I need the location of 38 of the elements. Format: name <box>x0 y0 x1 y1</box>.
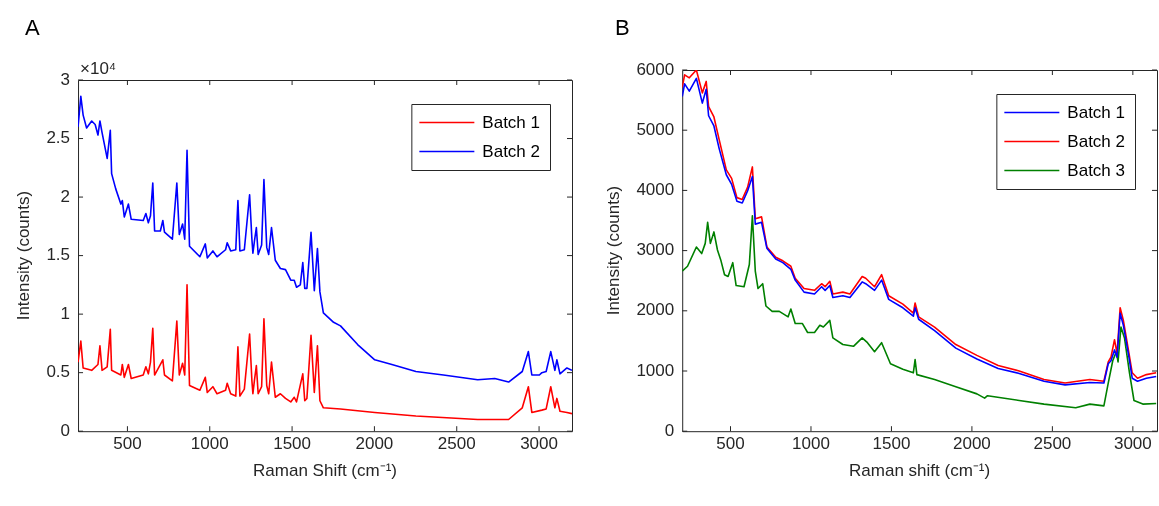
x-axis-title: Raman shift (cm⁻¹) <box>849 461 991 481</box>
chart-title: A <box>25 15 40 41</box>
x-tick-label: 2500 <box>1033 434 1072 454</box>
y-tick-label: 4000 <box>636 180 675 200</box>
text: ×10⁴ <box>80 59 117 79</box>
y-tick-label: 6000 <box>636 59 675 79</box>
x-tick-label: 1500 <box>872 434 911 454</box>
legend-label: Batch 1 <box>1067 103 1126 123</box>
chart-title: B <box>615 15 630 41</box>
y-tick-label: 2000 <box>636 300 675 320</box>
legend-label: Batch 2 <box>1067 132 1126 152</box>
x-tick-label: 1500 <box>273 434 311 454</box>
x-tick-label: 2000 <box>953 434 991 454</box>
y-tick-label: 2.5 <box>46 128 71 148</box>
y-tick-label: 5000 <box>636 119 675 139</box>
y-tick-label: 3 <box>60 69 71 89</box>
x-axis-title: Raman Shift (cm⁻¹) <box>253 461 397 481</box>
legend-label: Batch 1 <box>482 113 541 133</box>
y-tick-label: 1 <box>60 303 71 323</box>
legend-label: Batch 2 <box>482 142 541 162</box>
y-axis-title: Intensity (counts) <box>603 185 623 316</box>
x-tick-label: 3000 <box>1113 434 1152 454</box>
x-tick-label: 3000 <box>520 434 558 454</box>
y-tick-label: 1.5 <box>46 245 71 265</box>
y-tick-label: 3000 <box>636 240 675 260</box>
legend-label: Batch 3 <box>1067 161 1126 181</box>
y-tick-label: 0 <box>60 420 71 440</box>
x-tick-label: 2500 <box>437 434 476 454</box>
x-tick-label: 500 <box>113 434 142 454</box>
y-tick-label: 0 <box>664 420 675 440</box>
y-tick-label: 0.5 <box>46 362 71 382</box>
x-tick-label: 2000 <box>355 434 394 454</box>
x-tick-label: 1000 <box>792 434 830 454</box>
y-tick-label: 1000 <box>636 360 675 380</box>
y-axis-title: Intensity (counts) <box>13 190 33 321</box>
x-tick-label: 500 <box>716 434 745 454</box>
x-tick-label: 1000 <box>190 434 229 454</box>
y-tick-label: 2 <box>60 186 71 206</box>
